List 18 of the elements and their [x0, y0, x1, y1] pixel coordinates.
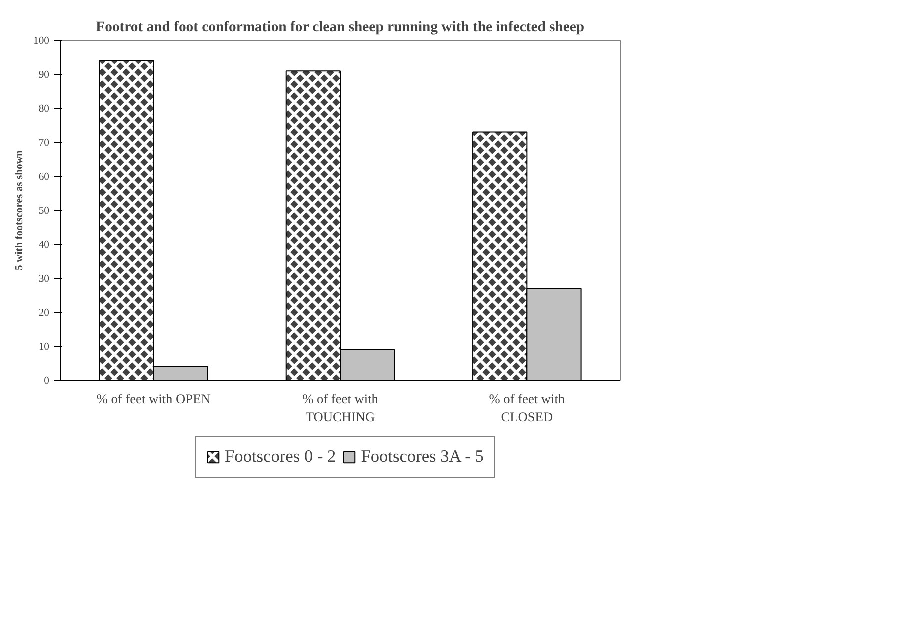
- y-tick-label: 70: [38, 138, 50, 149]
- y-tick-label: 40: [38, 240, 50, 251]
- x-tick-label: % of feet with TOUCHING: [302, 392, 379, 424]
- y-axis-title: 5 with footscores as shown: [14, 150, 26, 270]
- y-tick-label: 80: [38, 104, 50, 115]
- y-tick-label: 60: [38, 172, 50, 183]
- x-tick-label: % of feet with OPEN: [96, 392, 212, 406]
- x-tick-label: % of feet with CLOSED: [489, 392, 566, 424]
- legend-label: Footscores 3A - 5: [361, 447, 484, 467]
- y-tick-label: 20: [38, 308, 50, 319]
- chart-title: Footrot and foot conformation for clean sheep running with the infected sheep: [96, 20, 585, 36]
- legend-label: Footscores 0 - 2: [225, 447, 336, 467]
- y-tick-label: 30: [38, 274, 50, 285]
- y-tick-label: 100: [34, 36, 50, 47]
- y-tick-label: 0: [44, 376, 50, 387]
- y-tick-label: 50: [38, 206, 50, 217]
- y-tick-label: 90: [38, 70, 50, 81]
- y-tick-label: 10: [38, 342, 50, 353]
